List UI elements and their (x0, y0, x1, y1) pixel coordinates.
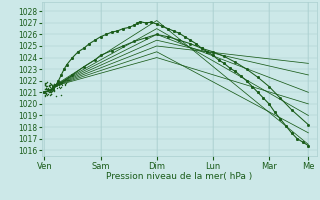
Point (43, 81, 48, 84)
Point (53, 84, 58, 87)
Point (48, 88, 53, 91)
Point (45, 92, 51, 95)
Point (45, 90, 51, 93)
Point (50, 90, 55, 93)
Point (50, 85, 55, 88)
Point (55, 86, 60, 89)
Point (43, 85, 48, 88)
Point (49, 84, 54, 87)
Point (48, 90, 53, 93)
Point (44, 93, 49, 96)
Point (57, 83, 62, 86)
Point (66, 78, 71, 81)
Point (48, 90, 53, 93)
Point (50, 88, 55, 91)
Point (67, 78, 72, 82)
Point (48, 88, 53, 91)
Point (43, 84, 48, 88)
Point (43, 88, 48, 91)
Point (47, 88, 52, 91)
Point (51, 89, 56, 92)
Point (46, 88, 51, 91)
Point (48, 92, 53, 95)
Point (64, 82, 69, 85)
Point (51, 88, 56, 92)
Point (63, 78, 68, 81)
Point (48, 83, 53, 86)
Point (47, 83, 52, 86)
Point (51, 89, 56, 92)
Point (43, 86, 48, 89)
Point (46, 90, 52, 94)
Point (50, 88, 55, 91)
Point (46, 85, 51, 88)
X-axis label: Pression niveau de la mer( hPa ): Pression niveau de la mer( hPa ) (106, 172, 252, 181)
Point (55, 81, 60, 84)
Point (58, 93, 63, 96)
Point (47, 94, 52, 97)
Point (59, 86, 64, 89)
Point (57, 85, 62, 89)
Point (44, 87, 49, 90)
Point (44, 91, 49, 94)
Point (44, 85, 50, 88)
Point (44, 81, 49, 84)
Point (42, 93, 47, 97)
Point (56, 84, 61, 87)
Point (46, 83, 51, 87)
Point (48, 88, 53, 92)
Point (42, 82, 47, 86)
Point (50, 90, 55, 93)
Point (56, 83, 61, 86)
Point (52, 82, 57, 85)
Point (46, 87, 51, 91)
Point (46, 86, 51, 89)
Point (47, 82, 52, 85)
Point (58, 86, 63, 89)
Point (44, 81, 49, 84)
Point (52, 83, 57, 86)
Point (58, 81, 63, 84)
Point (44, 89, 49, 93)
Point (60, 83, 65, 86)
Point (43, 90, 48, 93)
Point (48, 82, 53, 86)
Point (49, 83, 54, 87)
Point (62, 83, 67, 86)
Point (55, 82, 60, 86)
Point (65, 76, 70, 79)
Point (42, 94, 47, 97)
Point (44, 87, 49, 90)
Point (48, 92, 53, 95)
Point (42, 84, 47, 87)
Point (48, 88, 53, 92)
Point (43, 92, 48, 95)
Point (48, 86, 53, 89)
Point (53, 94, 59, 97)
Point (63, 79, 68, 82)
Point (51, 84, 56, 87)
Point (45, 90, 50, 93)
Point (43, 92, 48, 96)
Point (62, 83, 67, 86)
Point (64, 78, 69, 82)
